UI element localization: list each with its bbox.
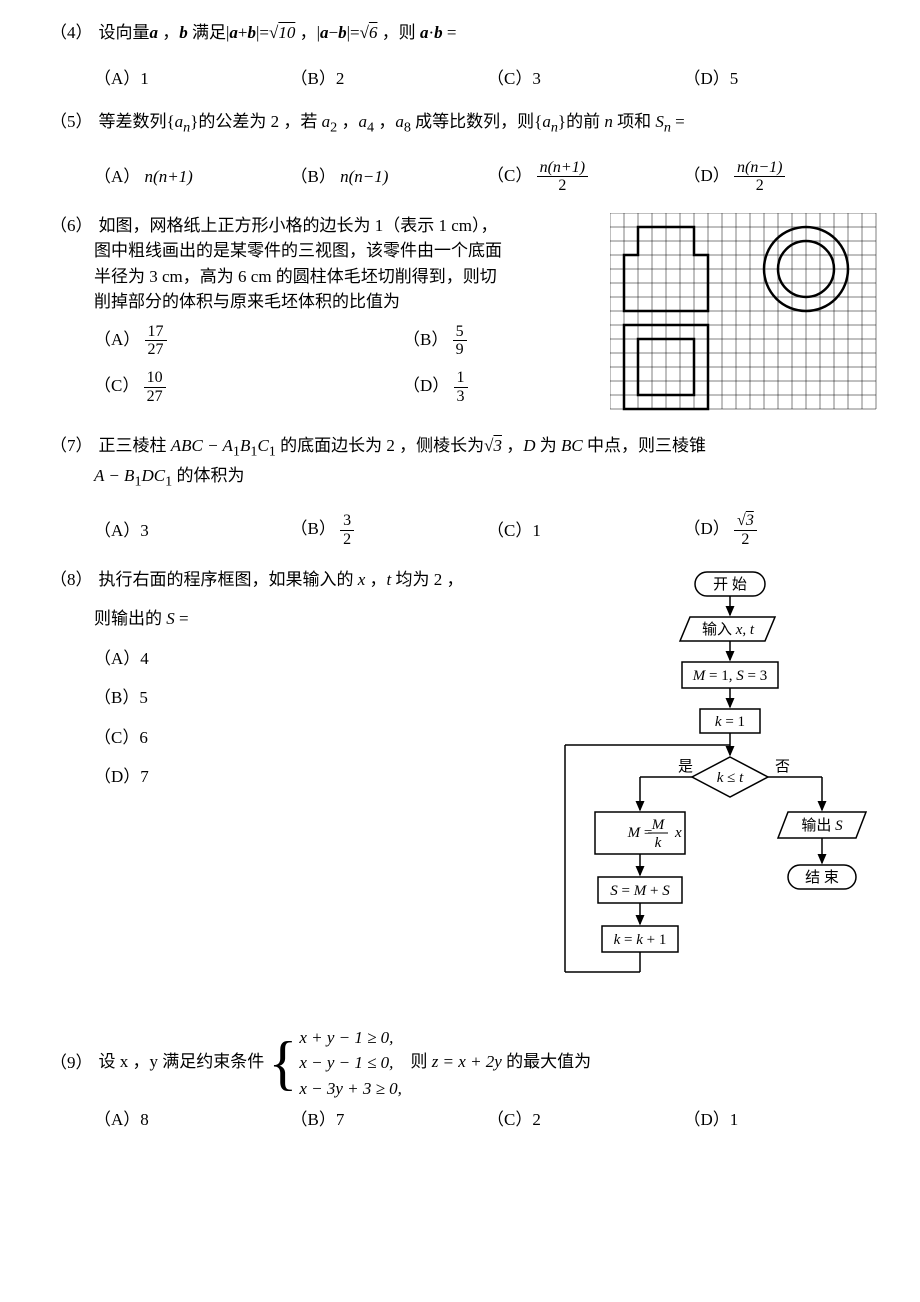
q5-options: （A） n(n+1) （B） n(n−1) （C） n(n+1)2 （D） n(… [94,159,880,195]
svg-text:输入 x, t: 输入 x, t [702,621,755,638]
svg-text:k: k [655,835,662,851]
q6-option-c: （C） 1027 [94,369,283,405]
q9-constraint-3: x − 3y + 3 ≥ 0, [299,1076,402,1102]
q4-option-a: （A）1 [94,66,291,92]
q4-option-d: （D）5 [684,66,881,92]
q8-stem2: 则输出的 S = [94,606,532,632]
question-5: （5） 等差数列{an}的公差为 2 ，若 a2 ，a4 ，a8 成等比数列，则… [50,109,880,195]
q8-option-d: （D）7 [94,764,532,790]
q5-option-b: （B） n(n−1) [291,164,488,190]
q4-options: （A）1 （B）2 （C）3 （D）5 [94,66,880,92]
q4-option-c: （C）3 [487,66,684,92]
q8-option-a: （A）4 [94,646,532,672]
q9-option-d: （D）1 [684,1107,881,1133]
q5-number: （5） [50,109,93,135]
q8-flowchart: 开 始 输入 x, t M = 1, S = 3 k = 1 k ≤ t 是 [550,567,880,1007]
q9-option-b: （B）7 [291,1107,488,1133]
q9-options: （A）8 （B）7 （C）2 （D）1 [94,1107,880,1133]
svg-text:k = k + 1: k = k + 1 [614,932,667,948]
q6-line1: 如图，网格纸上正方形小格的边长为 1（表示 1 cm）， [99,213,593,239]
q7-option-d: （D） √32 [684,512,881,548]
svg-text:输出 S: 输出 S [801,817,843,834]
q8-number: （8） [50,567,93,593]
q7-stem2: A − B1DC1 的体积为 [94,463,880,493]
q5-option-c: （C） n(n+1)2 [487,159,684,195]
q9-stem: 设 x ，y 满足约束条件 { x + y − 1 ≥ 0, x − y − 1… [99,1025,881,1102]
q4-stem: 设向量a ，b 满足|a+b|=√10 ，|a−b|=√6 ，则 a·b = [99,20,881,46]
q7-stem1: 正三棱柱 ABC − A1B1C1 的底面边长为 2 ，侧棱长为√3 ，D 为 … [99,433,881,463]
q8-options: （A）4 （B）5 （C）6 （D）7 [94,646,532,790]
svg-text:S = M + S: S = M + S [610,883,670,899]
q5-option-d: （D） n(n−1)2 [684,159,881,195]
svg-text:k ≤ t: k ≤ t [717,770,744,786]
question-8: （8） 执行右面的程序框图，如果输入的 x ，t 均为 2 ， 则输出的 S =… [50,567,880,1007]
q9-constraint-2: x − y − 1 ≤ 0, [299,1050,402,1076]
q9-constraint-1: x + y − 1 ≥ 0, [299,1025,402,1051]
question-4: （4） 设向量a ，b 满足|a+b|=√10 ，|a−b|=√6 ，则 a·b… [50,20,880,91]
q7-option-a: （A）3 [94,518,291,544]
svg-text:是: 是 [678,759,693,775]
q6-line4: 削掉部分的体积与原来毛坯体积的比值为 [94,289,592,315]
svg-text:结 束: 结 束 [805,869,839,886]
q6-line3: 半径为 3 cm，高为 6 cm 的圆柱体毛坯切削得到，则切 [94,264,592,290]
q4-number: （4） [50,20,93,46]
q7-option-b: （B） 32 [291,512,488,548]
q7-option-c: （C）1 [487,518,684,544]
q9-number: （9） [50,1050,93,1076]
svg-text:k = 1: k = 1 [715,714,745,730]
q8-option-b: （B）5 [94,685,532,711]
q9-option-a: （A）8 [94,1107,291,1133]
q8-option-c: （C）6 [94,725,532,751]
svg-text:x: x [674,825,682,841]
q5-option-a: （A） n(n+1) [94,164,291,190]
question-9: （9） 设 x ，y 满足约束条件 { x + y − 1 ≥ 0, x − y… [50,1025,880,1133]
q6-options: （A） 1727 （C） 1027 （B） 59 （D） 13 [94,323,592,415]
q7-number: （7） [50,433,93,459]
q6-number: （6） [50,213,93,239]
q8-stem1: 执行右面的程序框图，如果输入的 x ，t 均为 2 ， [99,567,533,593]
svg-text:开 始: 开 始 [713,576,747,593]
q6-line2: 图中粗线画出的是某零件的三视图，该零件由一个底面 [94,238,592,264]
svg-text:M: M [651,817,666,833]
q6-option-b: （B） 59 [403,323,592,359]
q7-options: （A）3 （B） 32 （C）1 （D） √32 [94,512,880,548]
q5-stem: 等差数列{an}的公差为 2 ，若 a2 ，a4 ，a8 成等比数列，则{an}… [99,109,881,139]
q4-option-b: （B）2 [291,66,488,92]
q9-option-c: （C）2 [487,1107,684,1133]
svg-text:M = 1, S = 3: M = 1, S = 3 [692,668,767,684]
q6-option-d: （D） 13 [403,369,592,405]
svg-text:否: 否 [775,759,790,775]
q6-three-view-figure [610,213,880,413]
q6-option-a: （A） 1727 [94,323,283,359]
question-7: （7） 正三棱柱 ABC − A1B1C1 的底面边长为 2 ，侧棱长为√3 ，… [50,433,880,548]
question-6: （6） 如图，网格纸上正方形小格的边长为 1（表示 1 cm）， 图中粗线画出的… [50,213,880,415]
